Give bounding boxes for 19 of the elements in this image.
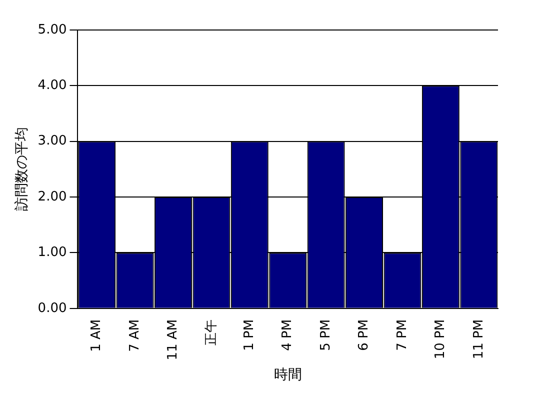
- x-tick-label: 11 AM: [166, 319, 181, 360]
- x-tick-label: 11 PM: [471, 319, 486, 360]
- x-tick-label: 正午: [204, 319, 219, 346]
- x-axis-title: 時間: [274, 367, 302, 384]
- y-tick-label: 0.00: [38, 300, 67, 316]
- y-tick-label: 4.00: [38, 78, 67, 94]
- x-tick-label: 5 PM: [318, 319, 334, 351]
- x-tick-label: 10 PM: [433, 319, 448, 360]
- y-tick-label: 3.00: [38, 134, 67, 149]
- x-tick-label: 1 PM: [242, 319, 258, 351]
- x-tick-label: 7 PM: [394, 319, 410, 351]
- y-tick-label: 1.00: [38, 245, 67, 260]
- y-tick-label: 2.00: [38, 189, 67, 204]
- y-tick-label: 5.00: [38, 22, 67, 38]
- x-tick-label: 7 AM: [127, 319, 142, 352]
- x-tick-label: 6 PM: [356, 319, 372, 351]
- x-tick-label: 4 PM: [280, 319, 296, 351]
- y-axis-title: 訪問数の平均: [14, 127, 30, 212]
- x-tick-label: 1 AM: [89, 319, 104, 352]
